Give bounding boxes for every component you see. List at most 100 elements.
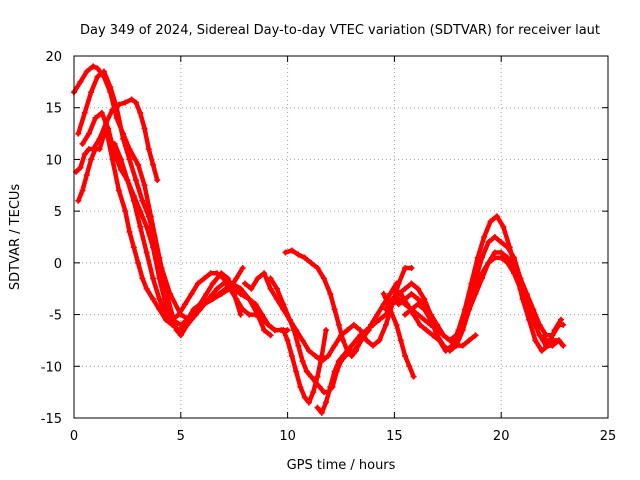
data-point — [143, 249, 150, 256]
data-point — [538, 347, 545, 354]
data-point — [485, 239, 492, 246]
data-point — [459, 321, 466, 328]
data-point — [305, 347, 312, 354]
data-point — [491, 249, 498, 256]
data-point — [81, 151, 88, 158]
y-tick-label: -5 — [49, 309, 62, 324]
data-point — [139, 275, 146, 282]
data-point — [417, 321, 424, 328]
data-point — [310, 389, 317, 396]
data-point — [316, 383, 323, 390]
data-point — [81, 109, 88, 116]
data-point — [209, 296, 216, 303]
data-point — [194, 280, 201, 287]
data-point — [402, 311, 409, 318]
data-point — [498, 239, 505, 246]
data-point — [558, 316, 565, 323]
x-tick-label: 5 — [177, 429, 185, 444]
data-point — [267, 332, 274, 339]
data-point — [318, 409, 325, 416]
data-point — [192, 311, 199, 318]
data-point — [169, 321, 176, 328]
data-point — [421, 296, 428, 303]
data-point — [323, 399, 330, 406]
data-point — [402, 265, 409, 272]
data-point — [344, 347, 351, 354]
data-point — [299, 337, 306, 344]
data-point — [414, 301, 421, 308]
series-line — [112, 141, 278, 333]
data-point — [301, 394, 308, 401]
data-point — [348, 342, 355, 349]
data-point — [314, 373, 321, 380]
data-point — [280, 301, 287, 308]
data-point — [248, 285, 255, 292]
data-point — [493, 213, 500, 220]
data-series — [111, 140, 278, 334]
data-point — [361, 332, 368, 339]
y-tick-label: -10 — [41, 360, 62, 375]
data-point — [105, 125, 112, 132]
data-point — [402, 352, 409, 359]
data-point — [216, 290, 223, 297]
data-point — [446, 347, 453, 354]
data-point — [150, 161, 157, 168]
data-point — [137, 223, 144, 230]
data-point — [410, 373, 417, 380]
data-point — [150, 296, 157, 303]
data-point — [340, 352, 347, 359]
data-point — [184, 321, 191, 328]
data-point — [241, 280, 248, 287]
data-point — [83, 171, 90, 178]
data-point — [175, 311, 182, 318]
data-point — [491, 234, 498, 240]
data-point — [94, 65, 101, 72]
data-point — [466, 337, 473, 344]
data-point — [115, 101, 122, 108]
data-point — [357, 327, 364, 334]
data-series — [280, 327, 330, 406]
data-point — [320, 275, 327, 282]
data-point — [190, 306, 197, 313]
data-point — [284, 337, 291, 344]
data-point — [90, 63, 97, 70]
data-point — [258, 316, 265, 323]
data-point — [273, 285, 280, 292]
data-point — [267, 275, 274, 282]
data-point — [88, 156, 95, 163]
data-point — [352, 347, 359, 354]
data-point — [209, 280, 216, 287]
data-point — [156, 275, 163, 282]
y-tick-label: 20 — [45, 50, 62, 65]
data-point — [135, 161, 142, 168]
data-point — [395, 301, 402, 308]
data-point — [395, 290, 402, 297]
x-tick-label: 0 — [70, 429, 78, 444]
data-point — [145, 146, 152, 153]
data-point — [79, 187, 86, 194]
data-point — [261, 327, 268, 334]
data-series — [382, 249, 567, 344]
data-point — [177, 321, 184, 328]
y-tick-label: 15 — [45, 102, 62, 117]
data-point — [124, 177, 131, 184]
data-point — [239, 265, 246, 272]
data-point — [120, 135, 127, 142]
axes: 0 5 10 15 20 25 -15 -10 -5 0 5 10 15 20 — [41, 50, 617, 444]
x-tick-label: 10 — [279, 429, 296, 444]
data-point — [325, 352, 332, 359]
data-point — [267, 285, 274, 292]
data-point — [154, 177, 161, 184]
data-point — [111, 140, 118, 147]
data-point — [293, 368, 300, 375]
data-point — [560, 342, 567, 349]
data-point — [504, 244, 511, 251]
data-point — [88, 89, 95, 96]
data-point — [75, 197, 82, 204]
data-point — [414, 296, 421, 303]
data-point — [237, 290, 244, 297]
data-point — [126, 228, 133, 235]
data-point — [265, 321, 272, 328]
data-point — [478, 275, 485, 282]
data-point — [382, 306, 389, 313]
